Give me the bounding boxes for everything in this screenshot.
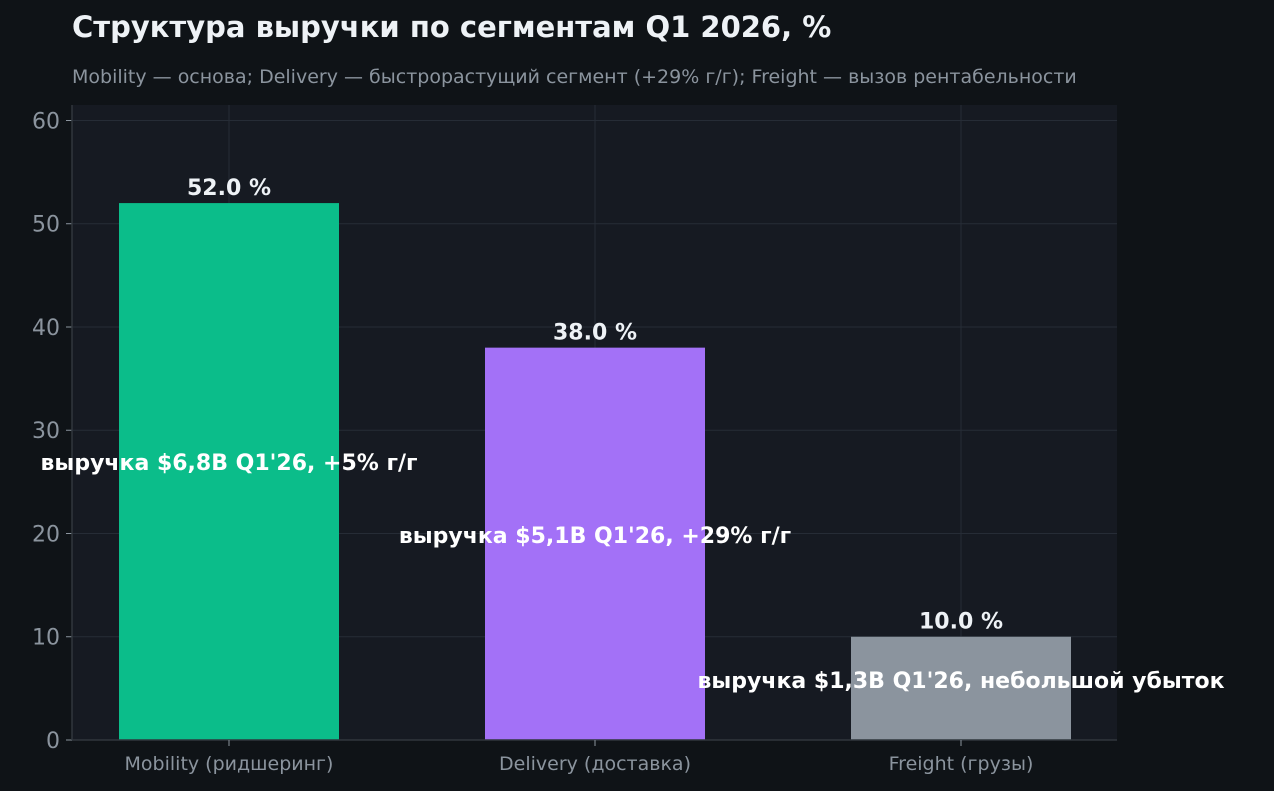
bar — [485, 347, 705, 740]
bar-annotation: выручка $1,3B Q1'26, небольшой убыток — [697, 669, 1224, 694]
x-tick-label: Mobility (ридшеринг) — [125, 753, 334, 775]
data-label: 38.0 % — [553, 321, 637, 346]
bar — [119, 203, 339, 741]
y-tick-label: 60 — [32, 109, 60, 134]
y-tick-label: 30 — [32, 419, 60, 444]
chart-subtitle: Mobility — основа; Delivery — быстрораст… — [72, 66, 1077, 88]
data-label: 52.0 % — [187, 176, 271, 201]
y-tick-label: 10 — [32, 626, 60, 651]
x-tick-label: Delivery (доставка) — [499, 753, 691, 775]
bar-annotation: выручка $6,8B Q1'26, +5% г/г — [41, 451, 418, 476]
x-tick-label: Freight (грузы) — [889, 753, 1034, 775]
y-tick-label: 0 — [46, 729, 60, 754]
data-label: 10.0 % — [919, 610, 1003, 635]
bar-annotation: выручка $5,1B Q1'26, +29% г/г — [399, 524, 791, 549]
bar — [851, 636, 1071, 740]
y-tick-label: 40 — [32, 316, 60, 341]
chart-title: Структура выручки по сегментам Q1 2026, … — [72, 10, 832, 44]
y-tick-label: 50 — [32, 213, 60, 238]
y-tick-label: 20 — [32, 522, 60, 547]
